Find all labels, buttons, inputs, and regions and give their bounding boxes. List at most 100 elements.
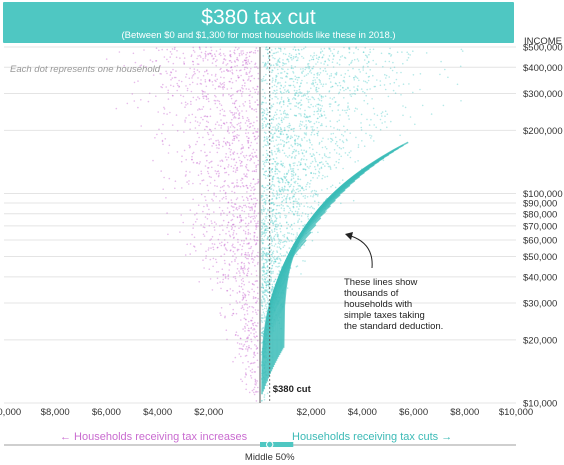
tax-cut-dot [312,58,315,61]
tax-increase-dot [254,101,256,103]
tax-increase-dot [247,261,250,264]
tax-increase-dot [194,214,196,216]
tax-cut-dot [266,284,268,286]
tax-cut-dot [277,176,280,179]
tax-cut-dot [261,225,263,227]
tax-increase-dot [245,206,248,208]
tax-cut-dot [264,174,267,177]
tax-increase-dot [246,184,248,187]
tax-cut-dot [292,56,295,58]
tax-cut-dot [322,83,325,86]
tax-increase-dot [231,69,233,71]
tax-increase-dot [228,264,231,266]
tax-cut-dot [273,114,276,116]
tax-cut-dot [365,94,368,97]
tax-cut-dot [276,246,279,248]
tax-increase-dot [250,141,253,144]
tax-cut-dot [276,172,279,175]
tax-cut-dot [270,151,273,154]
tax-cut-dot [365,132,367,135]
tax-increase-dot [237,263,239,265]
tax-cut-dot [286,252,289,254]
tax-increase-dot [232,360,234,363]
tax-increase-dot [255,391,257,393]
tax-increase-dot [200,172,203,175]
tax-increase-dot [227,221,230,224]
tax-cut-dot [279,247,282,250]
tax-cut-dot [282,255,285,257]
tax-cut-dot [280,163,282,166]
tax-cut-dot [261,125,264,127]
tax-increase-dot [255,280,258,282]
tax-cut-dot [265,199,267,202]
tax-cut-dot [317,193,319,196]
tax-cut-dot [311,160,314,163]
tax-cut-dot [331,85,334,88]
tax-cut-dot [304,133,307,135]
tax-cut-dot [315,88,318,91]
tax-cut-dot [289,164,291,167]
tax-increase-dot [242,229,245,232]
tax-cut-dot [371,98,373,100]
tax-cut-dot [304,66,307,69]
tax-cut-dot [279,90,282,93]
tax-cut-dot [306,115,308,118]
tax-cut-dot [341,55,344,57]
tax-increase-dot [210,247,212,249]
tax-cut-dot [300,82,302,85]
tax-increase-dot [249,80,252,82]
tax-increase-dot [246,324,249,327]
tax-cut-dot [263,64,266,66]
tax-cut-dot [266,67,269,69]
tax-cut-dot [269,257,272,259]
tax-cut-dot [272,189,275,192]
tax-increase-dot [253,189,255,191]
tax-cut-dot [275,74,278,77]
tax-cut-dot [307,215,309,218]
tax-cut-dot [294,174,297,176]
tax-increase-dot [233,102,236,105]
tax-increase-dot [249,126,252,128]
tax-increase-dot [162,83,164,86]
tax-cut-dot [285,178,288,181]
tax-cut-dot [292,205,295,208]
tax-cut-dot [263,293,266,296]
tax-increase-dot [189,67,191,70]
tax-cut-dot [307,91,309,94]
tax-cut-dot [307,99,310,101]
tax-increase-dot [255,301,257,304]
tax-cut-dot [260,79,263,81]
tax-cut-dot [274,128,277,130]
tax-cut-dot [380,112,383,115]
tax-cut-dot [311,155,314,157]
tax-increase-dot [232,234,234,236]
tax-cut-dot [343,79,345,82]
tax-cut-dot [273,67,276,69]
tax-cut-dot [345,112,348,114]
tax-increase-dot [227,141,229,144]
tax-increase-dot [256,286,259,289]
tax-cut-dot [272,252,274,255]
tax-cut-dot [316,76,318,79]
tax-increase-dot [219,312,221,314]
tax-increase-dot [228,142,231,144]
tax-cut-dot [273,203,276,206]
tax-cut-dot [340,74,343,76]
tax-cut-dot [333,96,336,99]
tax-increase-dot [227,201,230,204]
tax-increase-dot [254,381,257,383]
tax-cut-dot [349,89,351,92]
tax-increase-dot [236,169,239,171]
tax-increase-dot [235,331,238,334]
tax-cut-dot [303,205,306,207]
tax-increase-dot [234,277,237,280]
tax-cut-dot [267,298,269,300]
tax-cut-dot [265,73,267,76]
tax-cut-dot [303,132,306,134]
tax-cut-dot [284,177,286,179]
tax-cut-dot [362,51,365,53]
tax-cut-dot [334,136,337,139]
tax-increase-dot [232,223,234,226]
tax-cut-dot [301,158,303,160]
tax-increase-dot [253,231,256,234]
